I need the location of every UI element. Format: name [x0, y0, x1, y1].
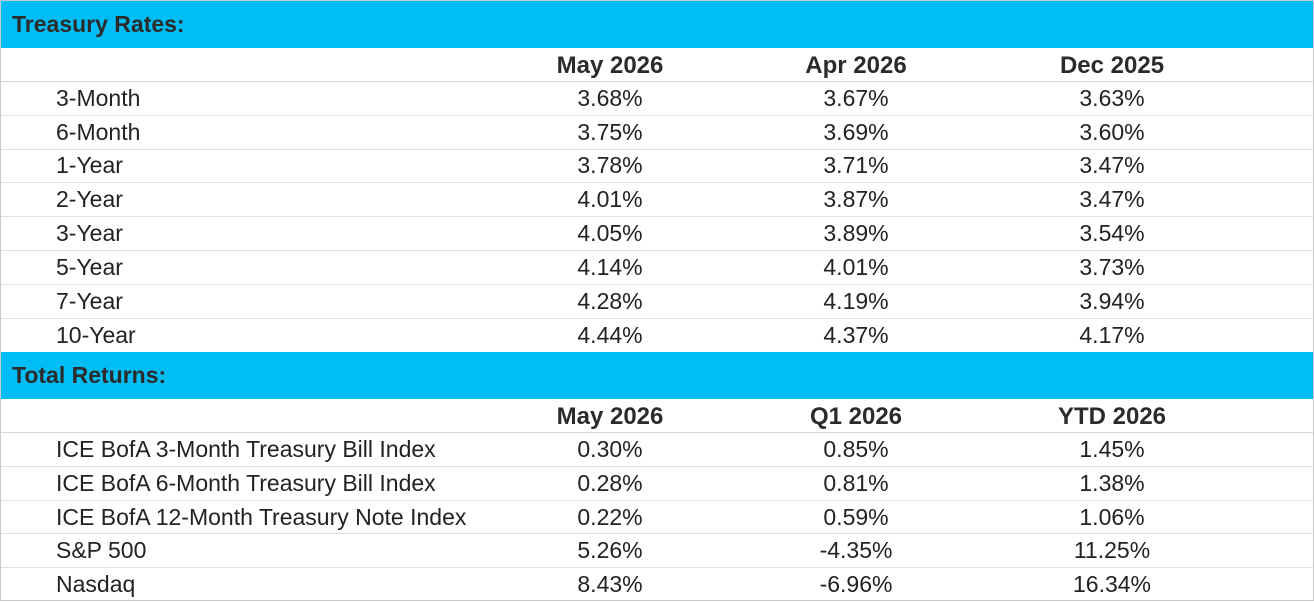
row-label: 5-Year — [56, 253, 123, 280]
cell: 3.54% — [1079, 220, 1145, 247]
row-label: 1-Year — [56, 152, 123, 179]
cell: 16.34% — [1072, 571, 1151, 598]
row-label: Nasdaq — [56, 571, 136, 598]
cell: 3.63% — [1079, 84, 1145, 111]
cell: 0.30% — [577, 436, 643, 463]
cell: 3.78% — [577, 152, 643, 179]
row-label: 2-Year — [56, 186, 123, 213]
treasury-col-3-header: Dec 2025 — [1059, 52, 1165, 79]
cell: 1.45% — [1079, 436, 1145, 463]
table-row: ICE BofA 3-Month Treasury Bill Index 0.3… — [1, 433, 1313, 468]
table-row: Nasdaq 8.43% -6.96% 16.34% — [1, 568, 1313, 602]
table-row: 2-Year 4.01% 3.87% 3.47% — [1, 183, 1313, 218]
row-label: 10-Year — [56, 321, 136, 348]
returns-section-header: Total Returns: — [1, 352, 1313, 400]
row-label: S&P 500 — [56, 537, 147, 564]
table-row: 7-Year 4.28% 4.19% 3.94% — [1, 285, 1313, 319]
cell: 1.06% — [1079, 503, 1145, 530]
cell: 0.28% — [577, 469, 643, 496]
treasury-section-header: Treasury Rates: — [1, 1, 1313, 48]
treasury-col-2-header: Apr 2026 — [805, 52, 907, 79]
cell: 4.05% — [577, 220, 643, 247]
cell: 3.71% — [823, 152, 889, 179]
row-label: 3-Year — [56, 220, 123, 247]
treasury-title: Treasury Rates: — [12, 11, 185, 37]
cell: 0.59% — [823, 503, 889, 530]
cell: 3.67% — [823, 84, 889, 111]
row-label: ICE BofA 3-Month Treasury Bill Index — [56, 436, 436, 463]
cell: -4.35% — [819, 537, 893, 564]
cell: -6.96% — [819, 571, 893, 598]
cell: 11.25% — [1073, 537, 1151, 564]
cell: 3.60% — [1079, 118, 1145, 145]
cell: 3.47% — [1079, 152, 1145, 179]
table-row: 3-Month 3.68% 3.67% 3.63% — [1, 82, 1313, 116]
cell: 4.37% — [823, 321, 889, 348]
cell: 4.14% — [577, 253, 643, 280]
cell: 3.75% — [577, 118, 643, 145]
table-row: 1-Year 3.78% 3.71% 3.47% — [1, 150, 1313, 184]
treasury-col-1-header: May 2026 — [556, 52, 664, 79]
cell: 4.19% — [823, 287, 889, 314]
cell: 3.89% — [823, 220, 889, 247]
cell: 3.68% — [577, 84, 643, 111]
cell: 4.28% — [577, 287, 643, 314]
cell: 5.26% — [577, 537, 643, 564]
treasury-column-headers: May 2026 Apr 2026 Dec 2025 — [1, 48, 1313, 82]
cell: 1.38% — [1079, 469, 1145, 496]
cell: 3.94% — [1079, 287, 1145, 314]
treasury-rows: 3-Month 3.68% 3.67% 3.63% 6-Month 3.75% … — [1, 82, 1313, 352]
row-label: ICE BofA 12-Month Treasury Note Index — [56, 503, 467, 530]
row-label: 3-Month — [56, 84, 141, 111]
row-label: 6-Month — [56, 118, 141, 145]
returns-rows: ICE BofA 3-Month Treasury Bill Index 0.3… — [1, 433, 1313, 601]
table-row: 6-Month 3.75% 3.69% 3.60% — [1, 116, 1313, 150]
cell: 4.01% — [577, 186, 643, 213]
cell: 3.47% — [1079, 186, 1145, 213]
table-row: ICE BofA 6-Month Treasury Bill Index 0.2… — [1, 467, 1313, 501]
cell: 0.22% — [577, 503, 643, 530]
cell: 4.01% — [823, 253, 889, 280]
cell: 8.43% — [577, 571, 643, 598]
row-label: 7-Year — [56, 287, 123, 314]
cell: 3.73% — [1079, 253, 1145, 280]
table-row: 3-Year 4.05% 3.89% 3.54% — [1, 217, 1313, 251]
row-label: ICE BofA 6-Month Treasury Bill Index — [56, 469, 436, 496]
cell: 0.85% — [823, 436, 889, 463]
returns-col-3-header: YTD 2026 — [1057, 403, 1167, 431]
table-row: 10-Year 4.44% 4.37% 4.17% — [1, 319, 1313, 353]
returns-title: Total Returns: — [12, 362, 167, 389]
table-row: 5-Year 4.14% 4.01% 3.73% — [1, 251, 1313, 285]
cell: 3.69% — [823, 118, 889, 145]
returns-col-1-header: May 2026 — [556, 403, 664, 431]
cell: 4.17% — [1079, 321, 1145, 348]
table-row: S&P 500 5.26% -4.35% 11.25% — [1, 534, 1313, 569]
cell: 3.87% — [823, 186, 889, 213]
returns-col-2-header: Q1 2026 — [809, 403, 903, 431]
cell: 4.44% — [577, 321, 643, 348]
cell: 0.81% — [823, 469, 889, 496]
table-row: ICE BofA 12-Month Treasury Note Index 0.… — [1, 501, 1313, 535]
returns-column-headers: May 2026 Q1 2026 YTD 2026 — [1, 399, 1313, 434]
